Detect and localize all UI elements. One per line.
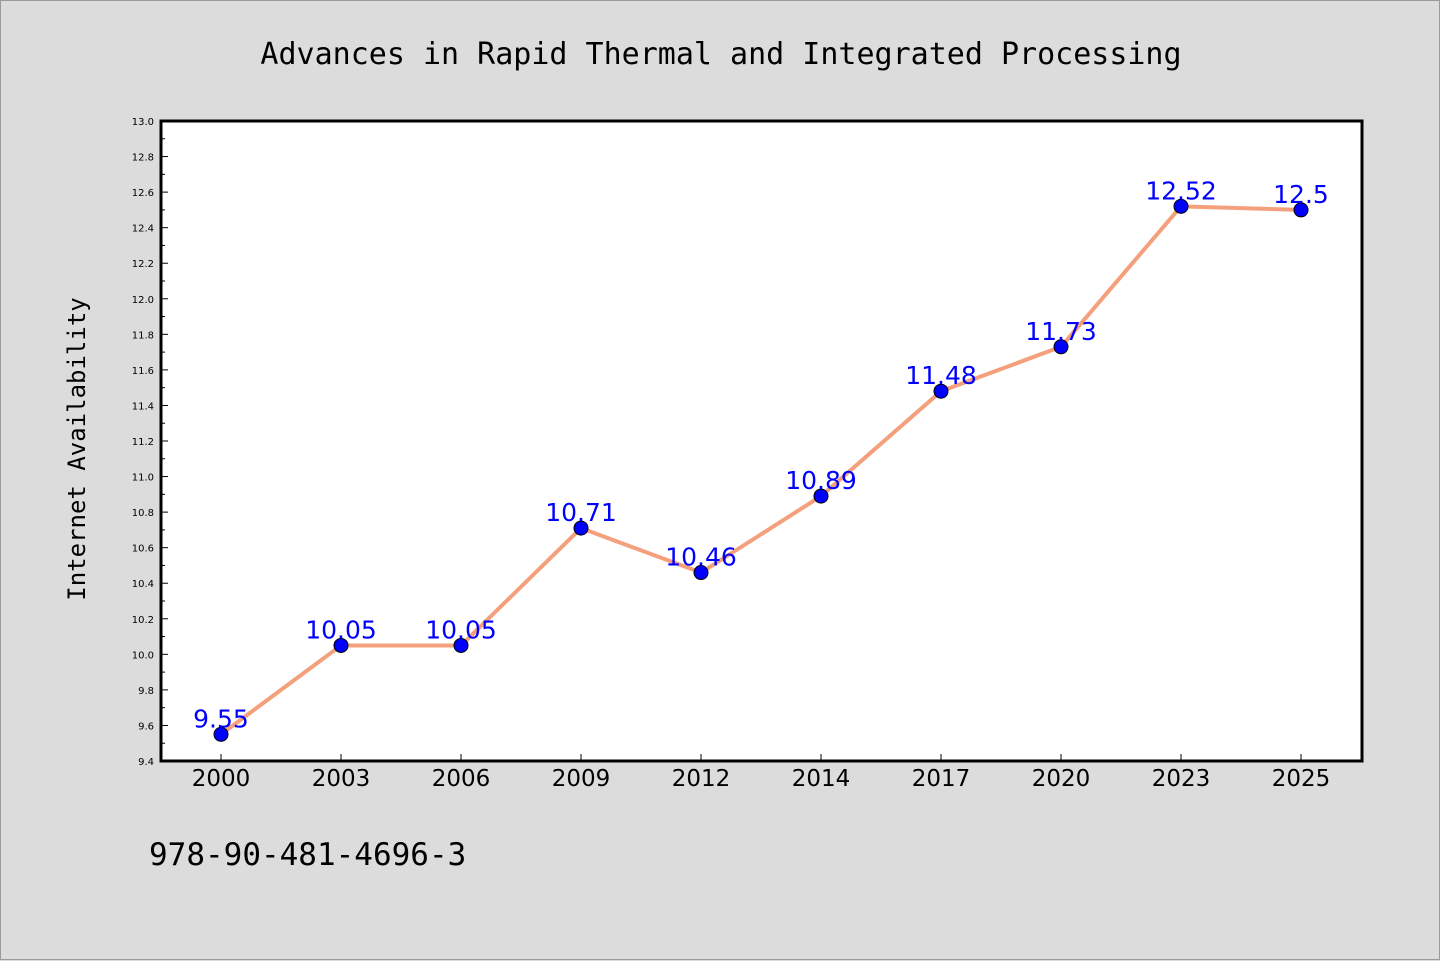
x-tick-label: 2023 [1152,766,1211,792]
y-tick-label: 12.0 [132,295,154,306]
data-point [333,637,349,653]
y-tick-label: 13.0 [132,117,154,128]
data-point [1173,198,1189,214]
isbn-footer: 978-90-481-4696-3 [149,837,466,873]
y-axis-label: Internet Availability [63,297,91,600]
data-label: 10.05 [425,615,497,644]
y-tick-label: 11.2 [132,437,154,448]
x-tick-label: 2009 [552,766,611,792]
y-tick-label: 10.4 [132,579,154,590]
data-label: 12.5 [1273,180,1329,209]
data-point [213,726,229,742]
data-label: 11.48 [905,361,977,390]
y-tick-label: 9.4 [138,757,154,768]
y-tick-label: 11.6 [132,366,154,377]
y-tick-label: 11.8 [132,330,154,341]
x-axis: 2000 2003 2006 2009 2012 2014 2017 2020 2023 2025 [192,754,1331,792]
y-tick-label: 10.8 [132,508,154,519]
y-tick-label: 11.4 [132,401,154,412]
y-tick-label: 9.8 [138,686,154,697]
data-point [1293,202,1309,218]
data-label: 10.05 [305,615,377,644]
x-tick-label: 2017 [912,766,971,792]
data-label: 10.89 [785,466,857,495]
y-tick-label: 11.0 [132,473,154,484]
data-point [1053,339,1069,355]
y-axis: 9.4 9.6 9.8 10.0 10.2 10.4 10.6 10.8 11.0 11.2 11.… [132,117,168,768]
data-label: 12.52 [1145,176,1217,205]
y-tick-label: 12.6 [132,188,154,199]
y-tick-label: 10.2 [132,615,154,626]
data-label: 10.46 [665,543,737,572]
data-label: 11.73 [1025,317,1097,346]
data-label: 9.55 [193,704,249,733]
chart-title: Advances in Rapid Thermal and Integrated… [260,37,1181,72]
series-group [213,198,1309,742]
y-tick-label: 10.0 [132,650,154,661]
y-tick-label: 9.6 [138,721,154,732]
x-tick-label: 2012 [672,766,731,792]
x-tick-label: 2025 [1272,766,1331,792]
y-tick-label: 12.8 [132,153,154,164]
data-point [693,565,709,581]
data-point [933,383,949,399]
data-label: 10.71 [545,498,617,527]
x-tick-label: 2003 [312,766,371,792]
data-point [573,520,589,536]
y-tick-label: 12.2 [132,259,154,270]
y-tick-label: 10.6 [132,544,154,555]
x-tick-label: 2006 [432,766,491,792]
y-tick-label: 12.4 [132,224,154,235]
x-tick-label: 2000 [192,766,251,792]
plot-area [159,119,1364,763]
series-line [219,204,1303,737]
data-labels: 9.55 10.05 10.05 10.71 10.46 10.89 11.48 11.73 1… [193,176,1329,733]
x-tick-label: 2014 [792,766,851,792]
data-point [453,637,469,653]
data-point [813,488,829,504]
x-tick-label: 2020 [1032,766,1091,792]
